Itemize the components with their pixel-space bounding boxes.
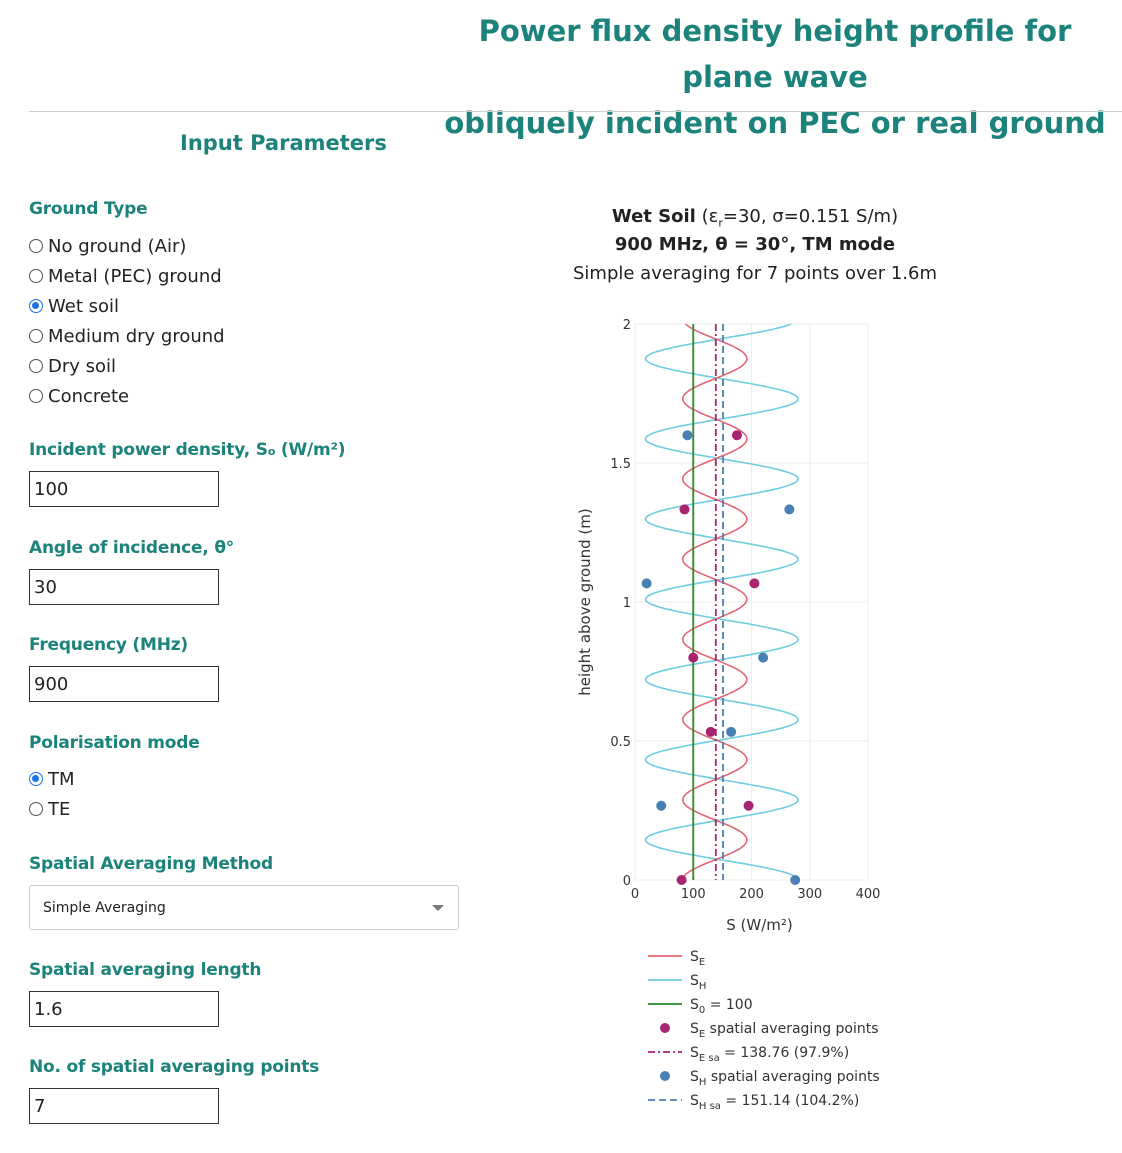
se-averaging-point: [688, 652, 699, 663]
radio-button-icon[interactable]: [29, 359, 43, 373]
legend-entry-se-avg: SE sa = 138.76 (97.9%): [690, 1045, 849, 1064]
frequency-label: Frequency (MHz): [29, 635, 188, 655]
y-tick-label: 0.5: [610, 735, 631, 750]
x-axis-label: S (W/m²): [726, 916, 793, 934]
polarisation-option[interactable]: TE: [29, 797, 70, 821]
chart-avg-line: Simple averaging for 7 points over 1.6m: [572, 263, 938, 284]
input-parameters-title: Input Parameters: [180, 131, 387, 155]
power-density-input[interactable]: [29, 471, 219, 507]
legend-entry-sh-pts: SH spatial averaging points: [690, 1069, 880, 1088]
averaging-length-input[interactable]: [29, 991, 219, 1027]
ground-type-option-label: Concrete: [48, 385, 130, 407]
y-tick-label: 1.5: [610, 457, 631, 472]
x-tick-label: 0: [631, 887, 639, 902]
radio-button-icon[interactable]: [29, 299, 43, 313]
se-averaging-point: [749, 578, 760, 589]
sh-averaging-point: [641, 578, 652, 589]
ground-type-option[interactable]: Metal (PEC) ground: [29, 264, 222, 288]
sh-series-line: [644, 323, 799, 881]
angle-input[interactable]: [29, 569, 219, 605]
x-tick-label: 400: [856, 887, 881, 902]
radio-button-icon[interactable]: [29, 329, 43, 343]
polarisation-option-label: TE: [48, 798, 71, 820]
legend-entry-sh: SH: [690, 973, 706, 992]
chart-ground-line: Wet Soil (εr=30, σ=0.151 S/m): [540, 206, 970, 230]
se-averaging-point: [676, 875, 687, 885]
sh-averaging-point: [784, 504, 795, 515]
polarisation-label: Polarisation mode: [29, 733, 200, 753]
sh-averaging-point: [656, 800, 667, 811]
chart-ground-eps-sub: r: [718, 216, 723, 230]
power-density-label: Incident power density, So (W/m²): [29, 440, 346, 460]
angle-label: Angle of incidence, θ°: [29, 538, 235, 558]
sh-averaging-point: [682, 430, 693, 441]
ground-type-option[interactable]: Medium dry ground: [29, 324, 225, 348]
chart-ground-props: =30, σ=0.151 S/m): [722, 206, 899, 227]
averaging-method-select[interactable]: Simple Averaging: [29, 885, 459, 930]
averaging-method-value: Simple Averaging: [43, 899, 166, 916]
power-density-label-text: Incident power density, S: [29, 440, 268, 460]
legend-se-points-swatch: [660, 1023, 670, 1033]
chart-freq-line: 900 MHz, θ = 30°, TM mode: [614, 234, 896, 255]
se-averaging-point: [679, 504, 690, 515]
x-tick-label: 200: [739, 887, 764, 902]
radio-button-icon[interactable]: [29, 802, 43, 816]
ground-type-option-label: No ground (Air): [48, 235, 187, 257]
power-density-label-unit: (W/m²): [275, 440, 346, 460]
y-tick-label: 2: [623, 318, 631, 333]
legend-entry-sh-avg: SH sa = 151.14 (104.2%): [690, 1093, 859, 1112]
ground-type-option-label: Metal (PEC) ground: [48, 265, 222, 287]
se-averaging-point: [731, 430, 742, 441]
power-density-chart: 0 100 200 300 400 0 0.5 1 1.5 2 S (W/m²) height abo…: [576, 318, 881, 1112]
sh-averaging-point: [790, 875, 801, 885]
frequency-input[interactable]: [29, 666, 219, 702]
y-axis-label: height above ground (m): [576, 508, 594, 696]
ground-type-option-label: Dry soil: [48, 355, 117, 377]
legend-entry-s0: S0 = 100: [690, 997, 753, 1016]
radio-button-icon[interactable]: [29, 239, 43, 253]
chevron-down-icon: [432, 905, 444, 911]
legend-sh-points-swatch: [660, 1071, 670, 1081]
page-title-line1: Power flux density height profile for pl…: [478, 14, 1072, 94]
x-tick-label: 300: [797, 887, 822, 902]
ground-type-option[interactable]: Wet soil: [29, 294, 119, 318]
power-density-label-sub: o: [267, 445, 276, 458]
page-title: Power flux density height profile for pl…: [430, 8, 1120, 146]
ground-type-option-label: Wet soil: [48, 295, 119, 317]
ground-type-label: Ground Type: [29, 199, 148, 219]
se-averaging-point: [705, 726, 716, 737]
polarisation-option-label: TM: [48, 768, 75, 790]
sh-averaging-point: [758, 652, 769, 663]
legend-entry-se-pts: SE spatial averaging points: [690, 1021, 879, 1040]
radio-button-icon[interactable]: [29, 772, 43, 786]
averaging-points-label: No. of spatial averaging points: [29, 1057, 320, 1077]
legend-entry-se: SE: [690, 949, 705, 968]
ground-type-option[interactable]: Concrete: [29, 384, 129, 408]
averaging-length-label: Spatial averaging length: [29, 960, 262, 980]
y-tick-label: 1: [623, 596, 631, 611]
chart-ground-name: Wet Soil: [611, 206, 696, 227]
chart-ground-eps: (ε: [695, 206, 719, 227]
title-divider: [29, 111, 1122, 112]
ground-type-option[interactable]: No ground (Air): [29, 234, 186, 258]
averaging-points-input[interactable]: [29, 1088, 219, 1124]
sh-averaging-point: [726, 726, 737, 737]
averaging-method-label: Spatial Averaging Method: [29, 854, 273, 874]
se-averaging-point: [743, 800, 754, 811]
ground-type-option-label: Medium dry ground: [48, 325, 225, 347]
x-tick-label: 100: [681, 887, 706, 902]
y-tick-label: 0: [623, 874, 631, 889]
radio-button-icon[interactable]: [29, 269, 43, 283]
se-series-line: [681, 323, 748, 881]
ground-type-option[interactable]: Dry soil: [29, 354, 116, 378]
polarisation-option[interactable]: TM: [29, 767, 75, 791]
radio-button-icon[interactable]: [29, 389, 43, 403]
